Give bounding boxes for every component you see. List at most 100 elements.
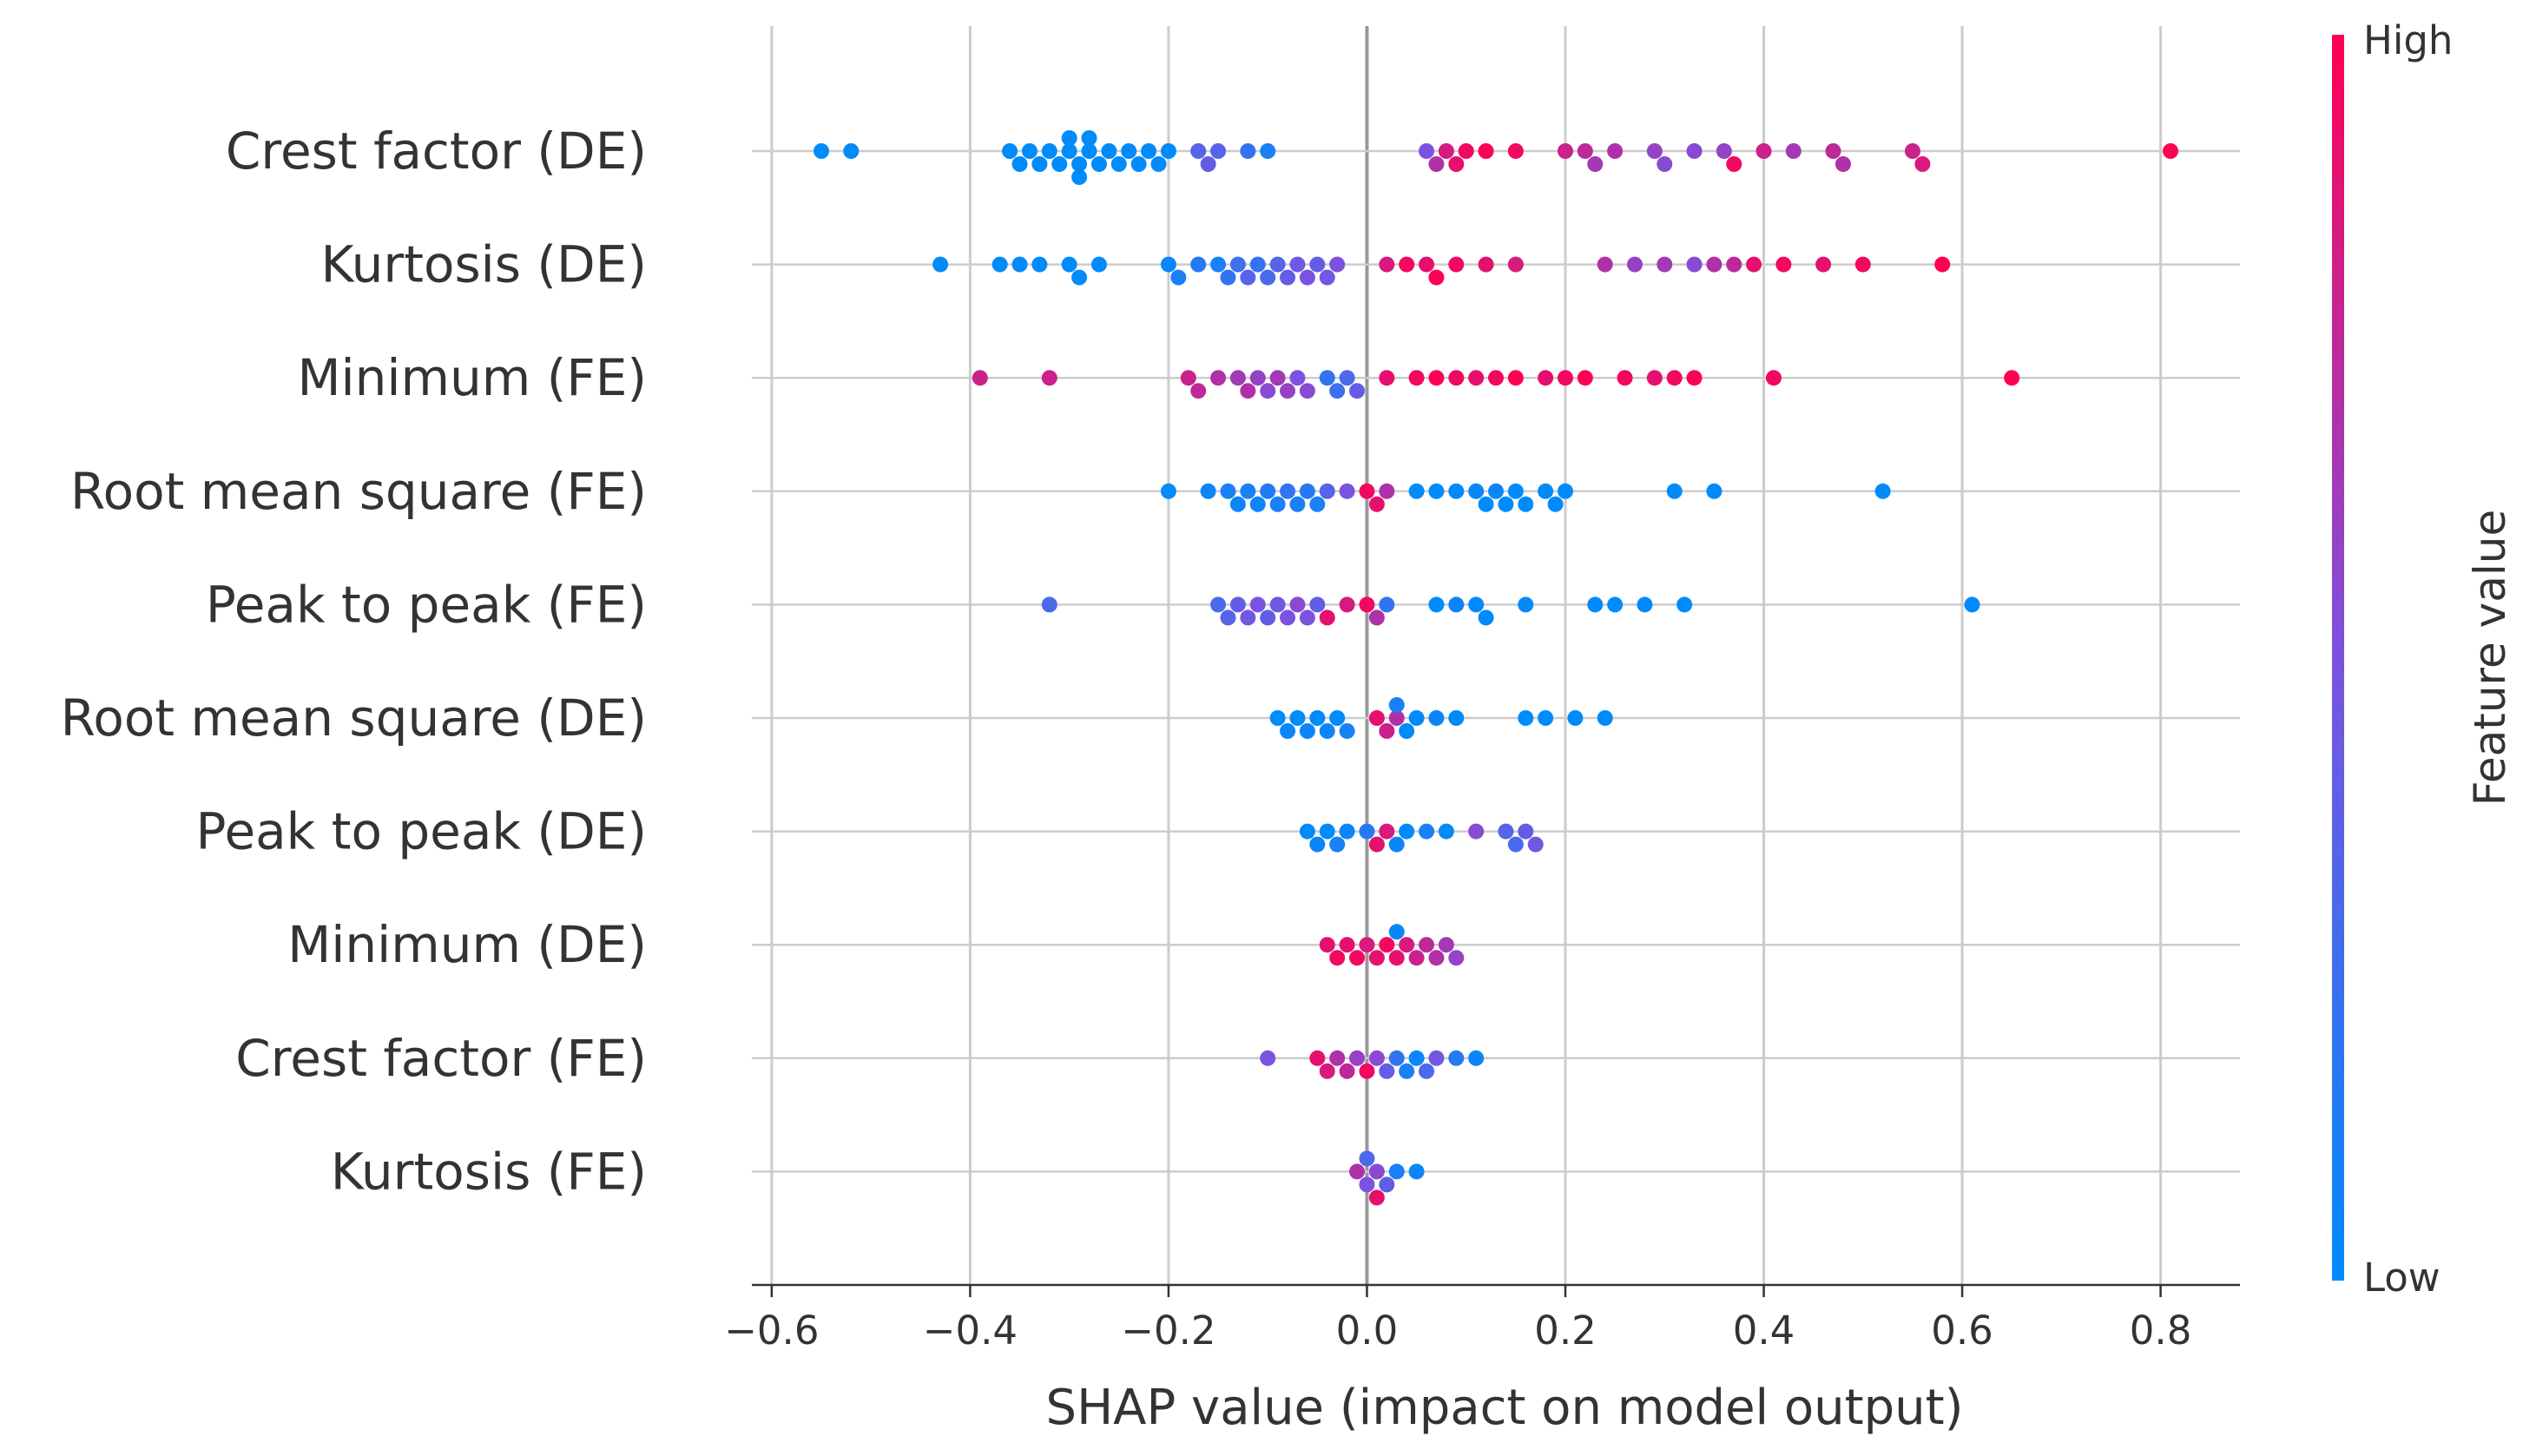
shap-point xyxy=(1388,697,1405,713)
shap-point xyxy=(1309,836,1326,853)
shap-point xyxy=(1051,156,1068,172)
shap-point xyxy=(1021,143,1038,159)
shap-point xyxy=(1538,370,1554,386)
shap-point xyxy=(1339,723,1355,739)
shap-point xyxy=(1567,710,1584,726)
plot-area: Crest factor (DE) Kurtosis (DE) Minimum (F… xyxy=(61,26,2240,1436)
shap-point xyxy=(1379,723,1395,739)
shap-point xyxy=(1339,370,1355,386)
shap-point xyxy=(1399,823,1415,840)
shap-point xyxy=(1379,370,1395,386)
shap-point xyxy=(1964,596,1980,613)
shap-point xyxy=(1359,823,1375,840)
shap-point xyxy=(1329,1050,1346,1066)
shap-point xyxy=(1200,483,1216,499)
shap-point xyxy=(813,143,829,159)
shap-point xyxy=(1448,1050,1465,1066)
shap-point xyxy=(972,370,988,386)
shap-point xyxy=(1408,483,1425,499)
shap-point xyxy=(1934,256,1951,273)
shap-point xyxy=(1438,937,1454,953)
shap-point xyxy=(1319,1063,1335,1079)
shap-point xyxy=(1210,370,1227,386)
shap-point xyxy=(1388,836,1405,853)
shap-point xyxy=(1448,156,1465,172)
shap-point xyxy=(1775,256,1792,273)
shap-point xyxy=(1299,483,1315,499)
shap-point xyxy=(1646,370,1663,386)
shap-point xyxy=(1229,370,1246,386)
shap-point xyxy=(1538,710,1554,726)
shap-point xyxy=(1210,596,1227,613)
shap-point xyxy=(1478,496,1494,512)
shap-point xyxy=(1746,256,1762,273)
shap-point xyxy=(1180,370,1196,386)
shap-point xyxy=(1399,937,1415,953)
shap-point xyxy=(1408,710,1425,726)
feature-label: Root mean square (DE) xyxy=(61,688,647,748)
shap-point xyxy=(1240,609,1256,626)
shap-point xyxy=(1438,143,1454,159)
shap-point xyxy=(1240,269,1256,286)
shap-point xyxy=(1765,370,1782,386)
shap-point xyxy=(1269,370,1286,386)
shap-point xyxy=(1141,143,1157,159)
shap-point xyxy=(1041,143,1057,159)
shap-point xyxy=(1220,269,1236,286)
shap-point xyxy=(1121,143,1137,159)
shap-point xyxy=(1269,256,1286,273)
shap-point xyxy=(1289,496,1306,512)
shap-point xyxy=(1368,609,1385,626)
shap-point xyxy=(1557,370,1573,386)
x-axis-title: SHAP value (impact on model output) xyxy=(1046,1380,1964,1436)
shap-point xyxy=(1359,937,1375,953)
shap-point xyxy=(1229,596,1246,613)
shap-point xyxy=(2163,143,2179,159)
shap-point xyxy=(1419,1063,1435,1079)
shap-point xyxy=(1657,256,1673,273)
shap-point xyxy=(1249,370,1266,386)
shap-point xyxy=(1448,710,1465,726)
shap-point xyxy=(1249,256,1266,273)
feature-label: Kurtosis (FE) xyxy=(331,1142,647,1201)
shap-point xyxy=(1309,710,1326,726)
shap-point xyxy=(1677,596,1693,613)
shap-point xyxy=(1507,143,1524,159)
shap-point xyxy=(1419,937,1435,953)
shap-point xyxy=(1874,483,1891,499)
shap-point xyxy=(1269,710,1286,726)
shap-point xyxy=(1011,156,1028,172)
shap-point xyxy=(1507,836,1524,853)
shap-point xyxy=(1160,143,1176,159)
shap-point xyxy=(1260,269,1276,286)
shap-point xyxy=(1210,143,1227,159)
shap-point xyxy=(1518,596,1534,613)
shap-point xyxy=(1597,710,1613,726)
shap-point xyxy=(1289,596,1306,613)
shap-point xyxy=(1388,1050,1405,1066)
shap-point xyxy=(1419,256,1435,273)
shap-point xyxy=(1706,256,1723,273)
shap-point xyxy=(1339,483,1355,499)
shap-point xyxy=(1399,1063,1415,1079)
shap-point xyxy=(1914,156,1931,172)
shap-point xyxy=(1448,256,1465,273)
shap-point xyxy=(1488,483,1504,499)
shap-point xyxy=(1329,383,1346,399)
shap-point xyxy=(1399,256,1415,273)
shap-point xyxy=(1280,483,1296,499)
shap-point xyxy=(1150,156,1167,172)
x-tick-label: 0.8 xyxy=(2130,1308,2192,1354)
shap-point xyxy=(1706,483,1723,499)
shap-point xyxy=(1408,370,1425,386)
feature-label: Crest factor (FE) xyxy=(235,1029,647,1088)
shap-point xyxy=(1309,596,1326,613)
shap-point xyxy=(1299,269,1315,286)
shap-point xyxy=(1577,143,1593,159)
shap-point xyxy=(1041,596,1057,613)
shap-point xyxy=(1408,1050,1425,1066)
shap-point xyxy=(1349,950,1366,966)
shap-point xyxy=(1220,483,1236,499)
shap-point xyxy=(1498,496,1514,512)
shap-point xyxy=(1756,143,1772,159)
